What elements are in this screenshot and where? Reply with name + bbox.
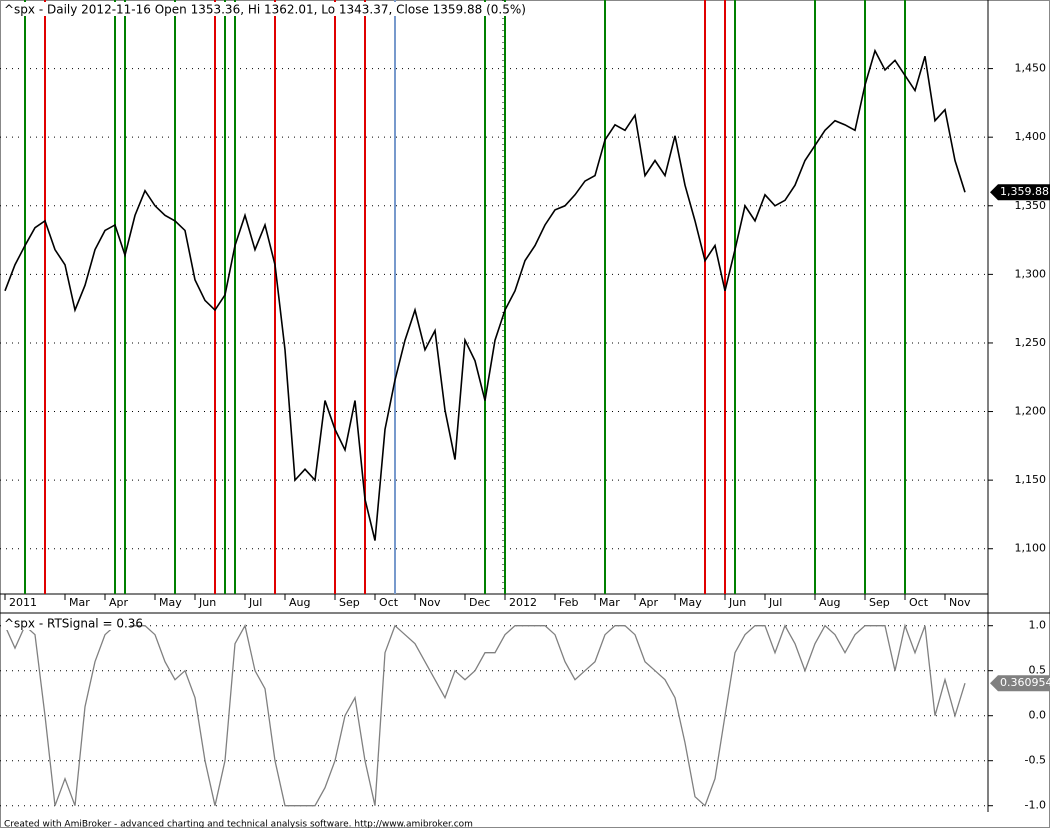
x-tick-label: Sep: [339, 596, 360, 609]
x-tick-label: Aug: [289, 596, 310, 609]
x-tick-label: 2011: [9, 596, 37, 609]
last-value-flag: [990, 675, 1050, 692]
last-value-label: 0.360954: [1000, 676, 1050, 689]
x-tick-label: May: [159, 596, 182, 609]
x-tick-label: Apr: [109, 596, 129, 609]
y-tick-label: 1.0: [1029, 619, 1047, 632]
y-tick-label: 1,450: [1015, 62, 1047, 75]
y-tick-label: 1,400: [1015, 130, 1047, 143]
y-tick-label: -1.0: [1025, 799, 1046, 812]
y-tick-label: 1,350: [1015, 199, 1047, 212]
y-tick-label: 1,250: [1015, 336, 1047, 349]
x-tick-label: Sep: [869, 596, 890, 609]
title-bg: [2, 2, 507, 16]
x-tick-label: Jul: [248, 596, 262, 609]
x-tick-label: Aug: [819, 596, 840, 609]
data-line: [4, 623, 966, 807]
last-value-label: 1,359.88: [1000, 185, 1049, 198]
y-tick-label: 1,300: [1015, 267, 1047, 280]
chart-title: ^spx - Daily 2012-11-16 Open 1353.36, Hi…: [4, 3, 526, 17]
y-tick-label: -0.5: [1025, 754, 1046, 767]
x-tick-label: Mar: [599, 596, 620, 609]
x-tick-label: Oct: [379, 596, 399, 609]
x-tick-label: Jul: [768, 596, 782, 609]
y-tick-label: 0.5: [1029, 664, 1047, 677]
x-tick-label: Jun: [728, 596, 746, 609]
x-tick-label: Nov: [949, 596, 971, 609]
x-tick-label: Mar: [69, 596, 90, 609]
x-tick-label: May: [679, 596, 702, 609]
y-tick-label: 1,150: [1015, 473, 1047, 486]
x-tick-label: Nov: [419, 596, 441, 609]
y-tick-label: 1,100: [1015, 542, 1047, 555]
x-tick-label: Feb: [559, 596, 578, 609]
title-bg: [2, 616, 130, 630]
x-tick-label: Oct: [909, 596, 929, 609]
last-value-flag: [990, 184, 1050, 201]
x-tick-label: Dec: [469, 596, 490, 609]
y-tick-label: 0.0: [1029, 709, 1047, 722]
footer: Created with AmiBroker - advanced charti…: [4, 820, 473, 828]
y-tick-label: 1,200: [1015, 405, 1047, 418]
x-tick-label: Jun: [198, 596, 216, 609]
x-tick-label: 2012: [509, 596, 537, 609]
chart-title: ^spx - RTSignal = 0.36: [4, 617, 143, 631]
x-tick-label: Apr: [639, 596, 659, 609]
data-line: [4, 48, 966, 541]
